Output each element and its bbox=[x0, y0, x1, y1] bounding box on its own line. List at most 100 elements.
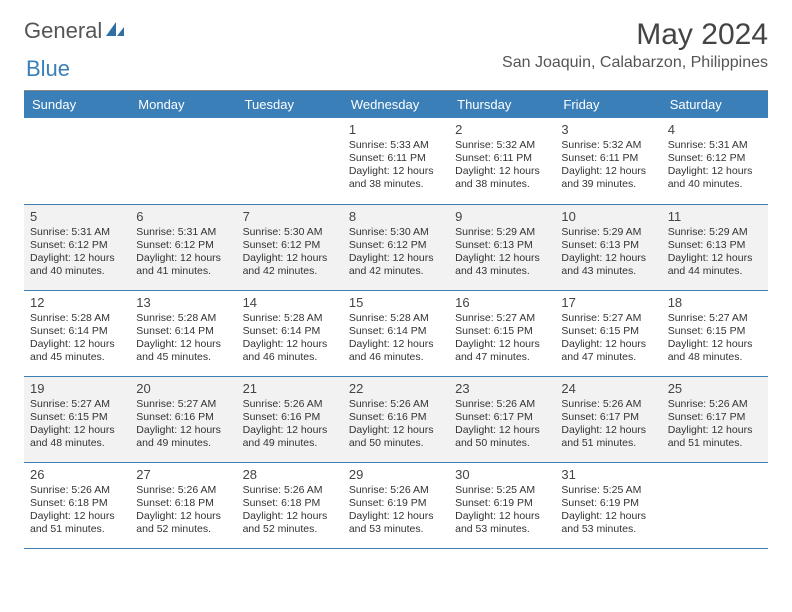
day-number: 8 bbox=[349, 209, 443, 224]
calendar-cell: 4Sunrise: 5:31 AMSunset: 6:12 PMDaylight… bbox=[662, 118, 768, 204]
calendar-cell: 17 Sunrise: 5:27 AMSunset: 6:15 PMDayligh… bbox=[555, 290, 661, 376]
calendar-cell: 6Sunrise: 5:31 AMSunset: 6:12 PMDaylight… bbox=[130, 204, 236, 290]
day-number: 23 bbox=[455, 381, 549, 396]
title-block: May 2024 San Joaquin, Calabarzon, Philip… bbox=[502, 18, 768, 72]
day-details: Sunrise: 5:26 AMSunset: 6:18 PMDaylight:… bbox=[243, 484, 337, 537]
day-number: 14 bbox=[243, 295, 337, 310]
day-details: Sunrise: 5:29 AMSunset: 6:13 PMDaylight:… bbox=[455, 226, 549, 279]
day-number: 27 bbox=[136, 467, 230, 482]
day-details: Sunrise: 5:32 AMSunset: 6:11 PMDaylight:… bbox=[561, 139, 655, 192]
day-number: 25 bbox=[668, 381, 762, 396]
day-details: Sunrise: 5:28 AMSunset: 6:14 PMDaylight:… bbox=[30, 312, 124, 365]
day-details: Sunrise: 5:26 AMSunset: 6:17 PMDaylight:… bbox=[455, 398, 549, 451]
location-subtitle: San Joaquin, Calabarzon, Philippines bbox=[502, 54, 768, 72]
month-title: May 2024 bbox=[502, 18, 768, 52]
day-number: 16 bbox=[455, 295, 549, 310]
calendar-cell: 8 Sunrise: 5:30 AMSunset: 6:12 PMDaylight… bbox=[343, 204, 449, 290]
day-details: Sunrise: 5:26 AMSunset: 6:18 PMDaylight:… bbox=[30, 484, 124, 537]
day-number: 2 bbox=[455, 122, 549, 137]
calendar-cell: 28 Sunrise: 5:26 AMSunset: 6:18 PMDayligh… bbox=[237, 462, 343, 548]
calendar-cell: 13 Sunrise: 5:28 AMSunset: 6:14 PMDayligh… bbox=[130, 290, 236, 376]
day-number: 17 bbox=[561, 295, 655, 310]
day-details: Sunrise: 5:27 AMSunset: 6:15 PMDaylight:… bbox=[668, 312, 762, 365]
calendar-cell bbox=[237, 118, 343, 204]
day-details: Sunrise: 5:30 AMSunset: 6:12 PMDaylight:… bbox=[243, 226, 337, 279]
day-number: 11 bbox=[668, 209, 762, 224]
day-details: Sunrise: 5:32 AMSunset: 6:11 PMDaylight:… bbox=[455, 139, 549, 192]
calendar-cell: 16Sunrise: 5:27 AMSunset: 6:15 PMDayligh… bbox=[449, 290, 555, 376]
day-header: Wednesday bbox=[343, 91, 449, 118]
day-details: Sunrise: 5:27 AMSunset: 6:16 PMDaylight:… bbox=[136, 398, 230, 451]
day-details: Sunrise: 5:31 AMSunset: 6:12 PMDaylight:… bbox=[136, 226, 230, 279]
day-number: 13 bbox=[136, 295, 230, 310]
day-number: 20 bbox=[136, 381, 230, 396]
day-number: 12 bbox=[30, 295, 124, 310]
day-details: Sunrise: 5:28 AMSunset: 6:14 PMDaylight:… bbox=[136, 312, 230, 365]
day-details: Sunrise: 5:31 AMSunset: 6:12 PMDaylight:… bbox=[668, 139, 762, 192]
day-number: 31 bbox=[561, 467, 655, 482]
calendar-cell: 27 Sunrise: 5:26 AMSunset: 6:18 PMDayligh… bbox=[130, 462, 236, 548]
day-details: Sunrise: 5:26 AMSunset: 6:17 PMDaylight:… bbox=[561, 398, 655, 451]
calendar-week-row: 1Sunrise: 5:33 AMSunset: 6:11 PMDaylight… bbox=[24, 118, 768, 204]
day-details: Sunrise: 5:27 AMSunset: 6:15 PMDaylight:… bbox=[30, 398, 124, 451]
calendar-week-row: 26Sunrise: 5:26 AMSunset: 6:18 PMDayligh… bbox=[24, 462, 768, 548]
calendar-cell bbox=[662, 462, 768, 548]
day-number: 21 bbox=[243, 381, 337, 396]
day-header: Friday bbox=[555, 91, 661, 118]
calendar-cell: 7Sunrise: 5:30 AMSunset: 6:12 PMDaylight… bbox=[237, 204, 343, 290]
day-number: 10 bbox=[561, 209, 655, 224]
day-number: 15 bbox=[349, 295, 443, 310]
calendar-cell bbox=[24, 118, 130, 204]
day-number: 22 bbox=[349, 381, 443, 396]
calendar-cell bbox=[130, 118, 236, 204]
day-number: 28 bbox=[243, 467, 337, 482]
calendar-cell: 25 Sunrise: 5:26 AMSunset: 6:17 PMDayligh… bbox=[662, 376, 768, 462]
calendar-cell: 3 Sunrise: 5:32 AMSunset: 6:11 PMDaylight… bbox=[555, 118, 661, 204]
brand-part2: Blue bbox=[26, 56, 70, 82]
day-details: Sunrise: 5:31 AMSunset: 6:12 PMDaylight:… bbox=[30, 226, 124, 279]
day-header: Sunday bbox=[24, 91, 130, 118]
calendar-week-row: 19 Sunrise: 5:27 AMSunset: 6:15 PMDayligh… bbox=[24, 376, 768, 462]
day-number: 19 bbox=[30, 381, 124, 396]
calendar-body: 1Sunrise: 5:33 AMSunset: 6:11 PMDaylight… bbox=[24, 118, 768, 548]
calendar-cell: 21 Sunrise: 5:26 AMSunset: 6:16 PMDayligh… bbox=[237, 376, 343, 462]
day-number: 3 bbox=[561, 122, 655, 137]
calendar-table: SundayMondayTuesdayWednesdayThursdayFrid… bbox=[24, 91, 768, 549]
brand-logo: General bbox=[24, 18, 128, 44]
brand-part1: General bbox=[24, 18, 102, 44]
day-number: 18 bbox=[668, 295, 762, 310]
day-details: Sunrise: 5:27 AMSunset: 6:15 PMDaylight:… bbox=[561, 312, 655, 365]
day-details: Sunrise: 5:26 AMSunset: 6:18 PMDaylight:… bbox=[136, 484, 230, 537]
calendar-cell: 5 Sunrise: 5:31 AMSunset: 6:12 PMDaylight… bbox=[24, 204, 130, 290]
day-number: 30 bbox=[455, 467, 549, 482]
calendar-cell: 22 Sunrise: 5:26 AMSunset: 6:16 PMDayligh… bbox=[343, 376, 449, 462]
day-details: Sunrise: 5:30 AMSunset: 6:12 PMDaylight:… bbox=[349, 226, 443, 279]
day-number: 5 bbox=[30, 209, 124, 224]
calendar-cell: 24Sunrise: 5:26 AMSunset: 6:17 PMDayligh… bbox=[555, 376, 661, 462]
calendar-cell: 18 Sunrise: 5:27 AMSunset: 6:15 PMDayligh… bbox=[662, 290, 768, 376]
calendar-cell: 23 Sunrise: 5:26 AMSunset: 6:17 PMDayligh… bbox=[449, 376, 555, 462]
calendar-cell: 15Sunrise: 5:28 AMSunset: 6:14 PMDayligh… bbox=[343, 290, 449, 376]
day-details: Sunrise: 5:29 AMSunset: 6:13 PMDaylight:… bbox=[561, 226, 655, 279]
day-details: Sunrise: 5:26 AMSunset: 6:16 PMDaylight:… bbox=[349, 398, 443, 451]
calendar-cell: 19 Sunrise: 5:27 AMSunset: 6:15 PMDayligh… bbox=[24, 376, 130, 462]
day-header: Tuesday bbox=[237, 91, 343, 118]
day-header: Thursday bbox=[449, 91, 555, 118]
calendar-cell: 1Sunrise: 5:33 AMSunset: 6:11 PMDaylight… bbox=[343, 118, 449, 204]
calendar-week-row: 12 Sunrise: 5:28 AMSunset: 6:14 PMDayligh… bbox=[24, 290, 768, 376]
day-details: Sunrise: 5:33 AMSunset: 6:11 PMDaylight:… bbox=[349, 139, 443, 192]
calendar-cell: 11Sunrise: 5:29 AMSunset: 6:13 PMDayligh… bbox=[662, 204, 768, 290]
day-details: Sunrise: 5:26 AMSunset: 6:19 PMDaylight:… bbox=[349, 484, 443, 537]
brand-sail-icon bbox=[104, 20, 126, 43]
calendar-cell: 29Sunrise: 5:26 AMSunset: 6:19 PMDayligh… bbox=[343, 462, 449, 548]
day-details: Sunrise: 5:28 AMSunset: 6:14 PMDaylight:… bbox=[243, 312, 337, 365]
day-details: Sunrise: 5:26 AMSunset: 6:16 PMDaylight:… bbox=[243, 398, 337, 451]
calendar-cell: 10 Sunrise: 5:29 AMSunset: 6:13 PMDayligh… bbox=[555, 204, 661, 290]
day-details: Sunrise: 5:26 AMSunset: 6:17 PMDaylight:… bbox=[668, 398, 762, 451]
calendar-cell: 30Sunrise: 5:25 AMSunset: 6:19 PMDayligh… bbox=[449, 462, 555, 548]
calendar-cell: 14 Sunrise: 5:28 AMSunset: 6:14 PMDayligh… bbox=[237, 290, 343, 376]
calendar-cell: 12 Sunrise: 5:28 AMSunset: 6:14 PMDayligh… bbox=[24, 290, 130, 376]
calendar-cell: 9Sunrise: 5:29 AMSunset: 6:13 PMDaylight… bbox=[449, 204, 555, 290]
calendar-week-row: 5 Sunrise: 5:31 AMSunset: 6:12 PMDaylight… bbox=[24, 204, 768, 290]
day-header: Saturday bbox=[662, 91, 768, 118]
